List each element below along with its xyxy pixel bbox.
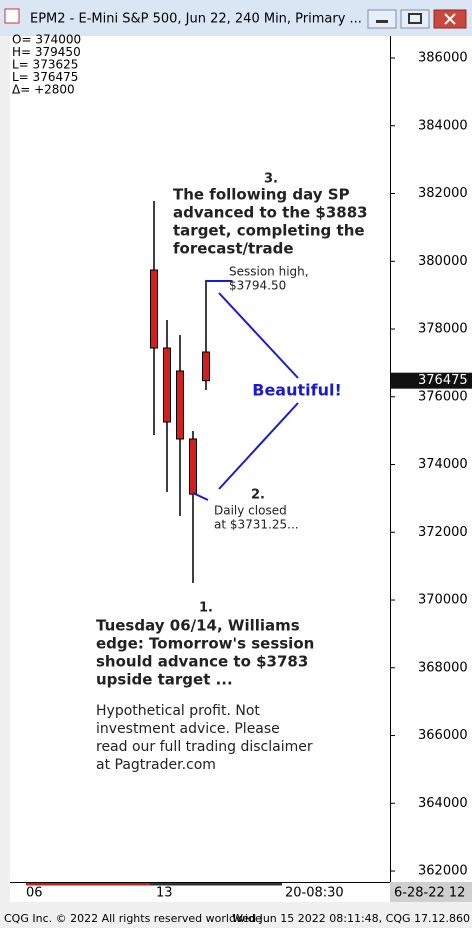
info-line: L= 376475 [12,70,78,84]
x-tick-label: 13 [156,886,173,901]
annotation: advanced to the $3883 [173,204,368,222]
annotation: 3. [264,172,278,187]
date-label: 6-28-22 12 [394,886,465,901]
y-tick-label: 384000 [418,118,468,133]
candle-body [150,269,158,349]
annotation: upside target ... [96,671,233,689]
annotation: target, completing the [173,222,365,240]
x-tick-label: 20-08:30 [285,886,344,901]
maximize-button[interactable] [400,9,430,29]
y-tick-label: 368000 [418,660,468,675]
annotation: at $3731.25... [214,518,299,532]
y-tick-label: 374000 [418,457,468,472]
y-axis-panel [390,26,472,882]
date-box [390,882,472,902]
annotation: Hypothetical profit. Not [96,703,260,719]
candle-body [163,347,171,423]
annotation: should advance to $3783 [96,653,308,671]
annotation: edge: Tomorrow's session [96,635,314,653]
annotation: Daily closed [214,504,287,518]
y-tick-label: 372000 [418,525,468,540]
minimize-button[interactable] [367,9,397,29]
footer-right: Wed Jun 15 2022 08:11:48, CQG 17.12.860 [232,912,470,925]
candle-body [176,370,184,440]
candle-body [202,351,210,382]
y-tick-label: 362000 [418,864,468,879]
y-tick-label: 366000 [418,728,468,743]
annotation: The following day SP [173,186,350,204]
info-line: L= 373625 [12,58,78,72]
annotation: forecast/trade [173,240,294,258]
annotation: at Pagtrader.com [96,757,216,773]
candle-body [189,438,197,495]
last-price-box [391,372,472,389]
annotation: Tuesday 06/14, Williams [96,617,300,635]
annotation: investment advice. Please [96,721,280,737]
y-tick-label: 370000 [418,593,468,608]
annotation: $3794.50 [229,279,286,293]
line [218,292,299,379]
annotation-lines [192,280,299,501]
annotation: Beautiful! [252,381,342,400]
annotation: Session high, [229,265,309,279]
y-tick-label: 364000 [418,796,468,811]
last-price-label: 376475 [418,373,468,388]
window-buttons[interactable] [367,9,467,29]
annotation: 1. [199,601,213,616]
icon [444,13,456,25]
annotation: read our full trading disclaimer [96,739,313,755]
annotation: 2. [251,488,265,503]
y-tick-label: 380000 [418,254,468,269]
y-tick-label: 378000 [418,322,468,337]
y-tick-label: 382000 [418,186,468,201]
window-title: EPM2 - E-Mini S&P 500, Jun 22, 240 Min, … [30,12,362,27]
footer-left: CQG Inc. © 2022 All rights reserved worl… [4,912,262,925]
app-icon [4,8,20,24]
icon [408,13,422,24]
line [192,492,209,501]
y-tick-label: 386000 [418,51,468,66]
info-line: O= 374000 [12,33,81,47]
x-axis-strip [10,882,390,902]
line [218,402,299,490]
info-line: H= 379450 [12,45,81,59]
y-tick-label: 376000 [418,389,468,404]
plot-area [10,26,390,882]
info-line: Δ= +2800 [12,83,75,97]
icon [376,20,388,23]
x-tick-label: 06 [26,886,43,901]
